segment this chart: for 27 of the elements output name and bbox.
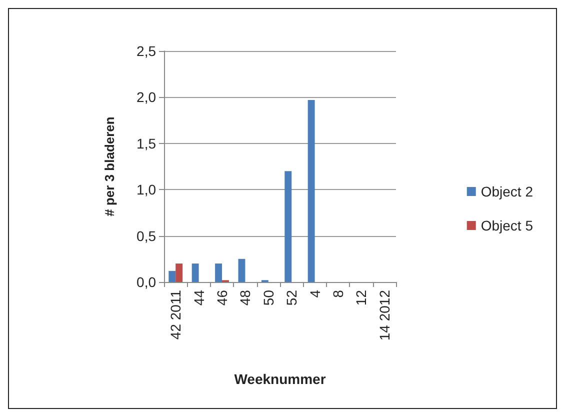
x-tick-label: 42 2011 (168, 290, 184, 340)
x-tick-label: 12 (353, 290, 370, 306)
bar (215, 264, 222, 282)
legend-label: Object 5 (480, 218, 534, 234)
legend-label: Object 2 (480, 184, 534, 200)
bar (176, 264, 183, 282)
x-tick-label: 14 2012 (376, 290, 392, 341)
bar (168, 270, 176, 282)
x-axis-title: Weeknummer (234, 371, 326, 387)
x-tick-label: 8 (330, 290, 346, 298)
bar (284, 171, 292, 282)
x-tick-label: 48 (237, 290, 254, 306)
x-tick-label: 4 (306, 290, 323, 298)
x-tick-label: 50 (260, 290, 276, 306)
x-tick-label: 44 (190, 290, 207, 306)
y-tick-label: 0,0 (136, 274, 156, 290)
y-tick-label: 1,5 (136, 135, 156, 152)
y-tick-label: 0,5 (136, 228, 156, 244)
bar (192, 264, 199, 282)
y-tick-label: 2,0 (136, 89, 156, 106)
bar (238, 258, 246, 282)
bar (308, 100, 315, 282)
x-tick-label: 52 (284, 290, 300, 306)
y-axis-title: # per 3 bladeren (102, 116, 117, 216)
y-tick-label: 1,0 (136, 182, 156, 198)
y-tick-label: 2,5 (136, 43, 156, 59)
x-tick-label: 46 (214, 290, 230, 306)
